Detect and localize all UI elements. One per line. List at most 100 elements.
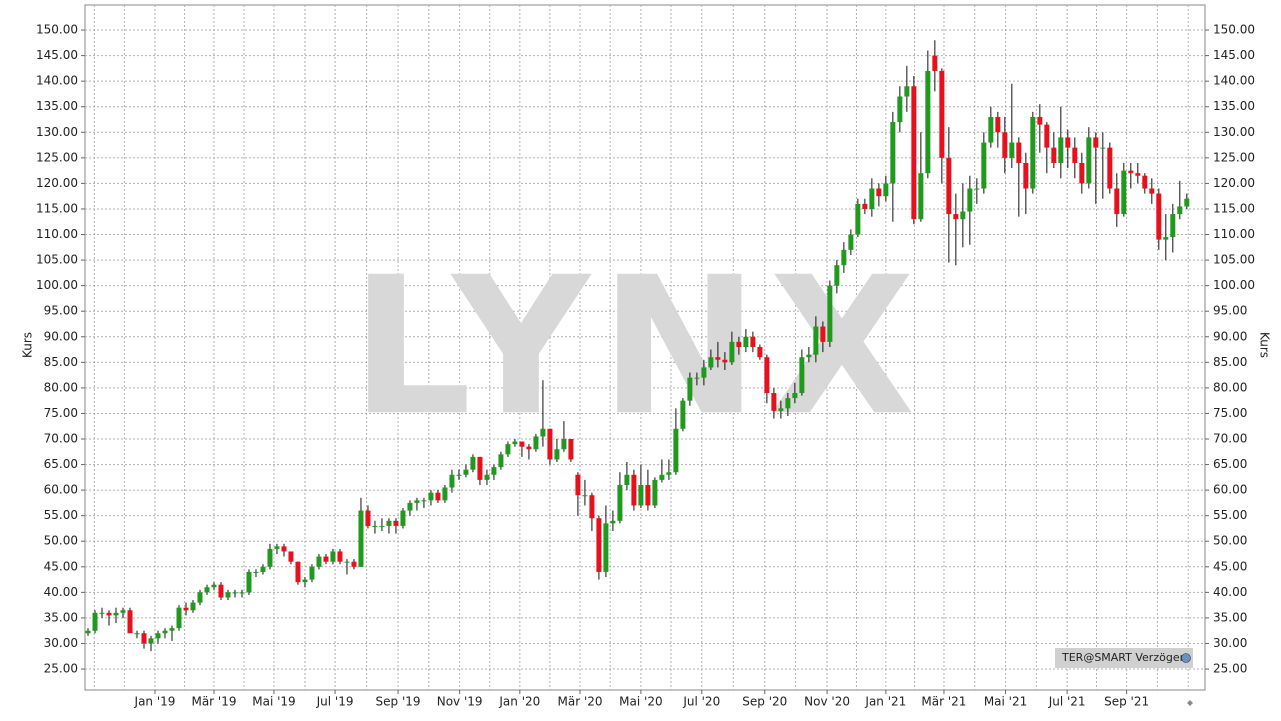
candle-body (897, 96, 903, 123)
candle-body (778, 408, 784, 411)
y2-tick-label: 120.00 (1213, 176, 1255, 190)
y-tick-label: 125.00 (36, 150, 78, 164)
candle-body (1107, 147, 1113, 189)
candle-body (939, 70, 945, 158)
labels: 25.00 25.00 30.00 30.00 35.00 35.00 40.00 40.00… (36, 23, 1255, 709)
candle-body (729, 341, 735, 363)
candle-body (330, 551, 336, 562)
candle-body (610, 520, 616, 524)
candle-body (757, 346, 763, 358)
candle-body (589, 495, 595, 519)
candle-body (505, 444, 511, 455)
y-tick-label: 65.00 (44, 457, 78, 471)
candle-body (995, 116, 1001, 133)
candle-body (323, 556, 329, 562)
candle-body (372, 525, 378, 527)
candle-body (533, 436, 539, 450)
candle-body (211, 584, 217, 588)
candle-body (624, 474, 630, 486)
candle-body (813, 326, 819, 355)
badge-icon (1181, 653, 1191, 663)
y2-tick-label: 110.00 (1213, 227, 1255, 241)
candle-body (484, 474, 490, 480)
y2-tick-label: 70.00 (1213, 432, 1247, 446)
candle-body (680, 400, 686, 429)
x-tick-label: Jan '19 (134, 695, 176, 709)
y-tick-label: 145.00 (36, 48, 78, 62)
candle-body (337, 551, 343, 562)
candle-body (92, 612, 98, 631)
candle-body (1044, 124, 1050, 148)
candle-body (113, 612, 119, 616)
candle-body (855, 203, 861, 235)
candle-body (603, 523, 609, 572)
candle-body (568, 439, 574, 460)
y-tick-label: 100.00 (36, 278, 78, 292)
candle-body (974, 188, 980, 190)
candle-body (981, 142, 987, 189)
candle-body (722, 359, 728, 363)
candle-body (617, 485, 623, 521)
candle-body (561, 439, 567, 450)
candle-body (554, 449, 560, 460)
candle-body (302, 579, 308, 583)
candle-body (806, 354, 812, 358)
candle-body (148, 638, 154, 644)
candle-body (344, 561, 350, 563)
candle-body (918, 173, 924, 220)
candle-body (1093, 137, 1099, 148)
candle-body (491, 467, 497, 475)
y-tick-label: 95.00 (44, 304, 78, 318)
candle-body (379, 525, 385, 527)
y2-tick-label: 25.00 (1213, 662, 1247, 676)
candle-body (1023, 162, 1029, 189)
y-tick-label: 55.00 (44, 508, 78, 522)
candle-body (1149, 188, 1155, 194)
y-tick-label: 85.00 (44, 355, 78, 369)
candle-body (1030, 116, 1036, 189)
candle-body (470, 456, 476, 470)
candle-body (708, 357, 714, 368)
candle-body (750, 336, 756, 347)
y2-tick-label: 80.00 (1213, 380, 1247, 394)
candle-body (512, 441, 518, 445)
candle-body (365, 510, 371, 526)
candle-body (953, 214, 959, 220)
candle-body (1058, 137, 1064, 163)
y-tick-label: 110.00 (36, 227, 78, 241)
x-tick-label: Sep '21 (1104, 695, 1149, 709)
candle-body (736, 341, 742, 347)
candle-body (883, 183, 889, 197)
candle-body (932, 55, 938, 71)
y2-tick-label: 75.00 (1213, 406, 1247, 420)
candle-body (281, 546, 287, 552)
candle-body (771, 392, 777, 411)
y2-axis-label: Kurs (1258, 332, 1272, 358)
y-tick-label: 90.00 (44, 329, 78, 343)
y-tick-label: 40.00 (44, 585, 78, 599)
y-tick-label: 80.00 (44, 380, 78, 394)
candle-body (498, 454, 504, 468)
x-tick-label: Jul '19 (316, 695, 354, 709)
candle-body (407, 502, 413, 511)
candle-body (659, 474, 665, 480)
grid (85, 5, 1205, 690)
candle-body (134, 633, 140, 635)
y2-tick-label: 135.00 (1213, 99, 1255, 113)
candle-body (540, 428, 546, 437)
candle-body (1072, 147, 1078, 163)
y2-tick-label: 100.00 (1213, 278, 1255, 292)
y2-tick-label: 50.00 (1213, 534, 1247, 548)
candle-body (827, 285, 833, 342)
y2-tick-label: 150.00 (1213, 23, 1255, 37)
candle-body (204, 587, 210, 593)
candle-body (869, 188, 875, 209)
y2-tick-label: 105.00 (1213, 253, 1255, 267)
y-tick-label: 75.00 (44, 406, 78, 420)
candle-body (1121, 170, 1127, 215)
candle-body (477, 456, 483, 480)
candle-body (848, 234, 854, 250)
candle-body (1128, 170, 1134, 174)
candle-body (1037, 116, 1043, 125)
